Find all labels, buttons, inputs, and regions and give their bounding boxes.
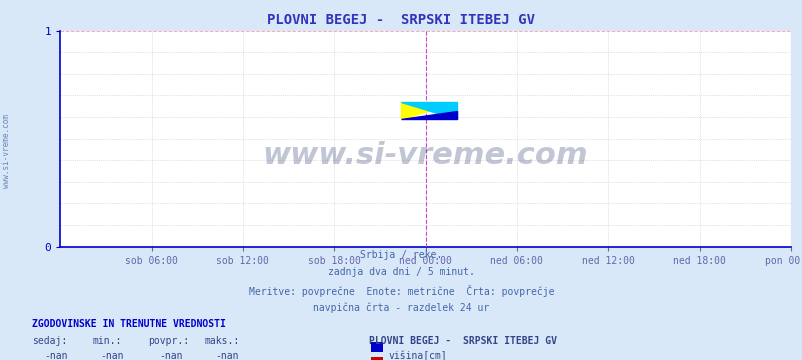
Polygon shape [401, 111, 456, 119]
Text: www.si-vreme.com: www.si-vreme.com [2, 114, 11, 188]
Text: -nan: -nan [44, 351, 67, 360]
Text: -nan: -nan [100, 351, 124, 360]
Text: -nan: -nan [215, 351, 238, 360]
Text: www.si-vreme.com: www.si-vreme.com [262, 141, 588, 170]
Text: sedaj:: sedaj: [32, 336, 67, 346]
Text: Meritve: povprečne  Enote: metrične  Črta: povprečje: Meritve: povprečne Enote: metrične Črta:… [249, 285, 553, 297]
Text: -nan: -nan [159, 351, 182, 360]
Text: maks.:: maks.: [205, 336, 240, 346]
Text: min.:: min.: [92, 336, 122, 346]
Text: PLOVNI BEGEJ -  SRPSKI ITEBEJ GV: PLOVNI BEGEJ - SRPSKI ITEBEJ GV [369, 336, 557, 346]
Text: ZGODOVINSKE IN TRENUTNE VREDNOSTI: ZGODOVINSKE IN TRENUTNE VREDNOSTI [32, 319, 225, 329]
Text: zadnja dva dni / 5 minut.: zadnja dva dni / 5 minut. [328, 267, 474, 278]
Text: povpr.:: povpr.: [148, 336, 189, 346]
Polygon shape [401, 102, 456, 119]
Text: navpična črta - razdelek 24 ur: navpična črta - razdelek 24 ur [313, 302, 489, 312]
Polygon shape [401, 102, 456, 119]
Text: PLOVNI BEGEJ -  SRPSKI ITEBEJ GV: PLOVNI BEGEJ - SRPSKI ITEBEJ GV [267, 13, 535, 27]
Text: višina[cm]: višina[cm] [388, 351, 447, 360]
Text: Srbija / reke.: Srbija / reke. [360, 250, 442, 260]
